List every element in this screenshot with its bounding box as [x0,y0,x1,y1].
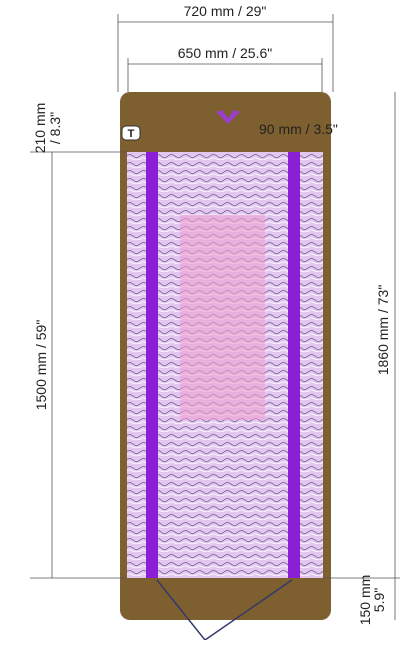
top-border-1: 210 mm [32,103,48,154]
logo-badge [121,125,141,141]
total-length: 1860 mm / 73" [375,285,391,376]
bottom-border-2: 5.9" [371,588,387,612]
center-zone [180,215,265,420]
arrow [156,579,206,641]
outer-width: 720 mm / 29" [184,3,267,19]
bottom-border-1: 150 mm [357,575,373,626]
strip-right [288,152,300,578]
brand-logo [216,110,240,124]
strip-width: 90 mm / 3.5" [259,121,338,137]
arrow [204,579,293,641]
inner-width: 650 mm / 25.6" [178,45,272,61]
top-border-2: / 8.3" [47,112,63,144]
logo-text: T [128,128,135,140]
pad-length: 1500 mm / 59" [33,320,49,411]
strip-left [146,152,158,578]
